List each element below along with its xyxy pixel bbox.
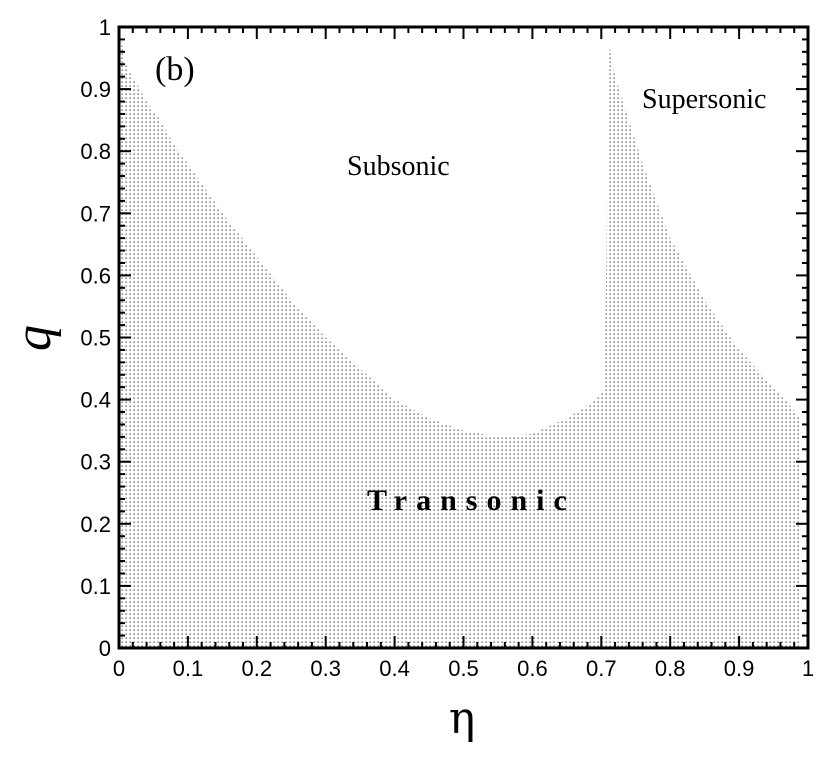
x-axis-ticks: 0 0.1 0.2 0.3 0.4 0.5 0.6 0.7 0.8 0.9 1 xyxy=(113,27,814,681)
subsonic-region-label: Subsonic xyxy=(347,151,450,182)
y-axis-label: q xyxy=(5,325,62,351)
y-tick-label: 0.3 xyxy=(80,450,111,475)
y-axis-ticks: 0 0.1 0.2 0.3 0.4 0.5 0.6 0.7 0.8 0.9 1 xyxy=(80,15,808,661)
y-tick-label: 0.8 xyxy=(80,139,111,164)
y-tick-label: 0.4 xyxy=(80,388,111,413)
y-tick-label: 0.7 xyxy=(80,201,111,226)
plot-area xyxy=(119,27,802,648)
transonic-region-label: Transonic xyxy=(367,484,576,517)
x-tick-label: 0.5 xyxy=(448,656,479,681)
y-tick-label: 0.6 xyxy=(80,263,111,288)
x-tick-label: 1 xyxy=(802,656,814,681)
x-tick-label: 0 xyxy=(113,656,125,681)
supersonic-region-label: Supersonic xyxy=(642,84,766,115)
panel-label: (b) xyxy=(155,51,195,88)
x-tick-label: 0.3 xyxy=(310,656,341,681)
x-tick-label: 0.1 xyxy=(173,656,204,681)
y-tick-label: 1 xyxy=(99,15,111,40)
y-tick-label: 0.2 xyxy=(80,512,111,537)
x-tick-label: 0.4 xyxy=(379,656,410,681)
y-tick-label: 0.9 xyxy=(80,77,111,102)
transonic-region xyxy=(119,27,802,648)
y-tick-label: 0 xyxy=(99,636,111,661)
x-tick-label: 0.7 xyxy=(586,656,617,681)
x-tick-label: 0.8 xyxy=(655,656,686,681)
y-tick-label: 0.1 xyxy=(80,574,111,599)
x-axis-label: η xyxy=(449,693,475,744)
y-tick-label: 0.5 xyxy=(80,326,111,351)
x-tick-label: 0.9 xyxy=(724,656,755,681)
x-tick-label: 0.2 xyxy=(242,656,273,681)
x-tick-label: 0.6 xyxy=(517,656,548,681)
